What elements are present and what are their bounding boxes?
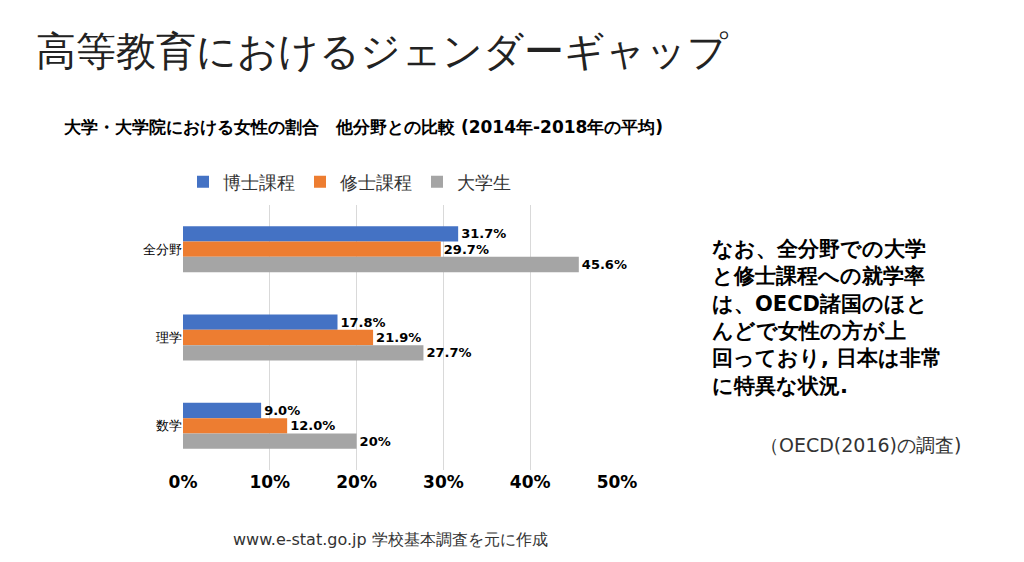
svg-text:高等教育におけるジェンダーギャップ: 高等教育におけるジェンダーギャップ bbox=[36, 28, 729, 74]
svg-text:29.7%: 29.7% bbox=[444, 242, 489, 257]
svg-text:大学・大学院における女性の割合 他分野との比較 (2014年: 大学・大学院における女性の割合 他分野との比較 (2014年-2018年の平均) bbox=[64, 117, 663, 137]
svg-text:大学生: 大学生 bbox=[457, 172, 511, 193]
svg-text:17.8%: 17.8% bbox=[341, 315, 386, 330]
svg-text:21.9%: 21.9% bbox=[376, 330, 421, 345]
svg-text:（OECD(2016)の調査): （OECD(2016)の調査) bbox=[760, 434, 961, 456]
svg-text:全分野: 全分野 bbox=[143, 242, 182, 257]
svg-text:20%: 20% bbox=[336, 472, 377, 492]
svg-text:0%: 0% bbox=[169, 472, 198, 492]
svg-text:博士課程: 博士課程 bbox=[223, 172, 295, 193]
svg-text:31.7%: 31.7% bbox=[461, 226, 506, 241]
svg-text:40%: 40% bbox=[510, 472, 551, 492]
svg-text:30%: 30% bbox=[423, 472, 464, 492]
svg-text:www.e-stat.go.jp 学校基本調査を元に作成: www.e-stat.go.jp 学校基本調査を元に作成 bbox=[233, 530, 548, 549]
svg-text:なお、全分野での大学と修士課程への就学率は、OECD諸国のほ: なお、全分野での大学と修士課程への就学率は、OECD諸国のほとんどで女性の方が上… bbox=[712, 237, 942, 398]
svg-text:27.7%: 27.7% bbox=[426, 345, 471, 360]
svg-text:数学: 数学 bbox=[156, 418, 182, 433]
svg-text:修士課程: 修士課程 bbox=[340, 172, 412, 193]
svg-text:10%: 10% bbox=[249, 472, 290, 492]
svg-text:12.0%: 12.0% bbox=[290, 418, 335, 433]
svg-text:20%: 20% bbox=[360, 434, 391, 449]
svg-text:理学: 理学 bbox=[156, 330, 182, 345]
svg-text:45.6%: 45.6% bbox=[582, 257, 627, 272]
svg-text:9.0%: 9.0% bbox=[264, 403, 300, 418]
svg-text:50%: 50% bbox=[597, 472, 638, 492]
